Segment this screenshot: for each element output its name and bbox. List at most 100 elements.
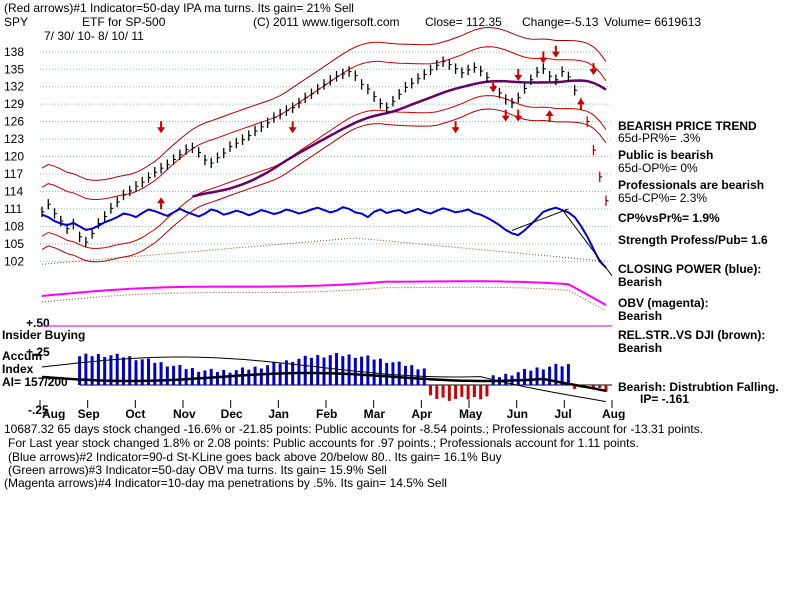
outer-upper-band (41, 26, 607, 181)
accum-bar (566, 364, 570, 385)
accum-bar (416, 369, 420, 385)
y-tick-label: 105 (4, 237, 24, 251)
x-tick-label: Aug (42, 407, 65, 420)
accum-bar (303, 355, 307, 385)
footer-line-4: (Green arrows)#3 Indicator=50-day OBV ma… (8, 463, 387, 477)
y-tick-label: 126 (4, 115, 24, 129)
symbol: SPY (4, 15, 29, 29)
signal-arrows (157, 45, 598, 210)
relstr-value: Bearish (618, 341, 663, 355)
accum-bar (134, 360, 138, 385)
sell-arrow-icon (288, 121, 297, 134)
description: ETF for SP-500 (82, 15, 166, 29)
closing-power-line (41, 206, 607, 269)
y-tick-label: 129 (4, 97, 24, 111)
y-tick-label: 135 (4, 62, 24, 76)
indicator-series (40, 206, 613, 327)
cpvspr-value: CP%vsPr%= 1.9% (618, 211, 720, 225)
accum-bar (184, 369, 188, 385)
ip-value: IP= -.161 (640, 392, 690, 406)
volume-value: Volume= 6619613 (604, 15, 702, 29)
footer-line-1: 10687.32 65 days stock changed -16.6% or… (4, 422, 704, 436)
accum-bar (573, 385, 577, 390)
accum-bar (554, 363, 558, 385)
sell-arrow-icon (157, 121, 166, 134)
accum-bar (309, 357, 313, 385)
closing-power-label: CLOSING POWER (blue): (618, 262, 762, 276)
accum-bar (541, 369, 545, 385)
accum-bar (322, 357, 326, 385)
obv-line (41, 280, 607, 306)
accum-bar (441, 385, 445, 398)
accum-bar (372, 359, 376, 385)
trend-title: BEARISH PRICE TREND (618, 119, 757, 133)
accum-bar (479, 385, 483, 400)
y-tick-label: 117 (4, 167, 23, 181)
accum-bar (429, 385, 433, 396)
accum-bar (460, 385, 464, 397)
public-title: Public is bearish (618, 148, 714, 162)
sell-arrow-icon (539, 51, 548, 64)
copyright: (C) 2011 www.tigersoft.com (253, 15, 400, 29)
y-tick-label: 132 (4, 80, 24, 94)
footer-line-5: (Magenta arrows)#4 Indicator=10-day ma p… (4, 476, 447, 490)
accum-bar (234, 370, 238, 385)
accum-bar (523, 368, 527, 385)
pro-title: Professionals are bearish (618, 178, 765, 192)
accum-bar (466, 385, 470, 400)
accum-bar (128, 356, 132, 385)
accum-bar (215, 371, 219, 385)
buy-arrow-icon (157, 197, 166, 210)
insider-label: Insider Buying (2, 328, 86, 342)
accum-bar (598, 385, 602, 388)
accum-bar (516, 372, 520, 385)
accum-status: Bearish: Distrubtion Falling. (618, 380, 779, 394)
accum-bar (140, 359, 144, 385)
sell-arrow-icon (514, 68, 523, 81)
plus25-label: +.25 (26, 345, 50, 359)
accum-bar (341, 356, 345, 385)
y-tick-label: 120 (4, 150, 24, 164)
y-tick-label: 114 (4, 184, 23, 198)
indicator-1-line: (Red arrows)#1 Indicator=50-day IPA ma t… (4, 1, 354, 15)
accum-bar (259, 368, 263, 385)
accum-bar (165, 366, 169, 385)
accum-bar (84, 353, 88, 385)
y-tick-label: 102 (4, 254, 24, 268)
sell-arrow-icon (551, 45, 560, 58)
relstr-label: REL.STR..VS DJI (brown): (618, 328, 766, 342)
sell-arrow-icon (501, 109, 510, 122)
accum-bar (316, 355, 320, 385)
accum-bar (378, 358, 382, 385)
y-tick-label: 123 (4, 132, 24, 146)
accum-bar (115, 353, 119, 385)
accum-index-line (41, 371, 607, 393)
accum-bar (447, 385, 451, 401)
accum-bar (347, 354, 351, 385)
x-tick-label: Sep (78, 407, 100, 420)
accum-bar (121, 357, 125, 385)
accum-bar (604, 385, 608, 392)
x-tick-label: Jun (507, 407, 528, 420)
cp-value: 65d-CP%= 2.3% (618, 191, 708, 205)
obv-value: Bearish (618, 309, 663, 323)
relstr-dotted (41, 237, 607, 265)
buy-arrow-icon (576, 98, 585, 111)
x-tick-label: Feb (316, 407, 337, 420)
accum-bar (360, 356, 364, 385)
date-range: 7/ 30/ 10- 8/ 10/ 11 (44, 29, 144, 43)
x-tick-label: Apr (411, 407, 432, 420)
accum-bar (529, 370, 533, 385)
accum-bar (328, 355, 332, 385)
op-value: 65d-OP%= 0% (618, 161, 698, 175)
accum-bar (410, 365, 414, 385)
y-tick-label: 108 (4, 219, 24, 233)
x-tick-label: Oct (125, 407, 145, 420)
accum-bar (585, 385, 589, 386)
cp-trendline (511, 208, 569, 231)
buy-arrow-icon (545, 110, 554, 122)
accum-bar (103, 357, 107, 385)
accum-bar (504, 373, 508, 385)
x-tick-label: Dec (221, 407, 243, 420)
accum-histogram (41, 353, 612, 403)
